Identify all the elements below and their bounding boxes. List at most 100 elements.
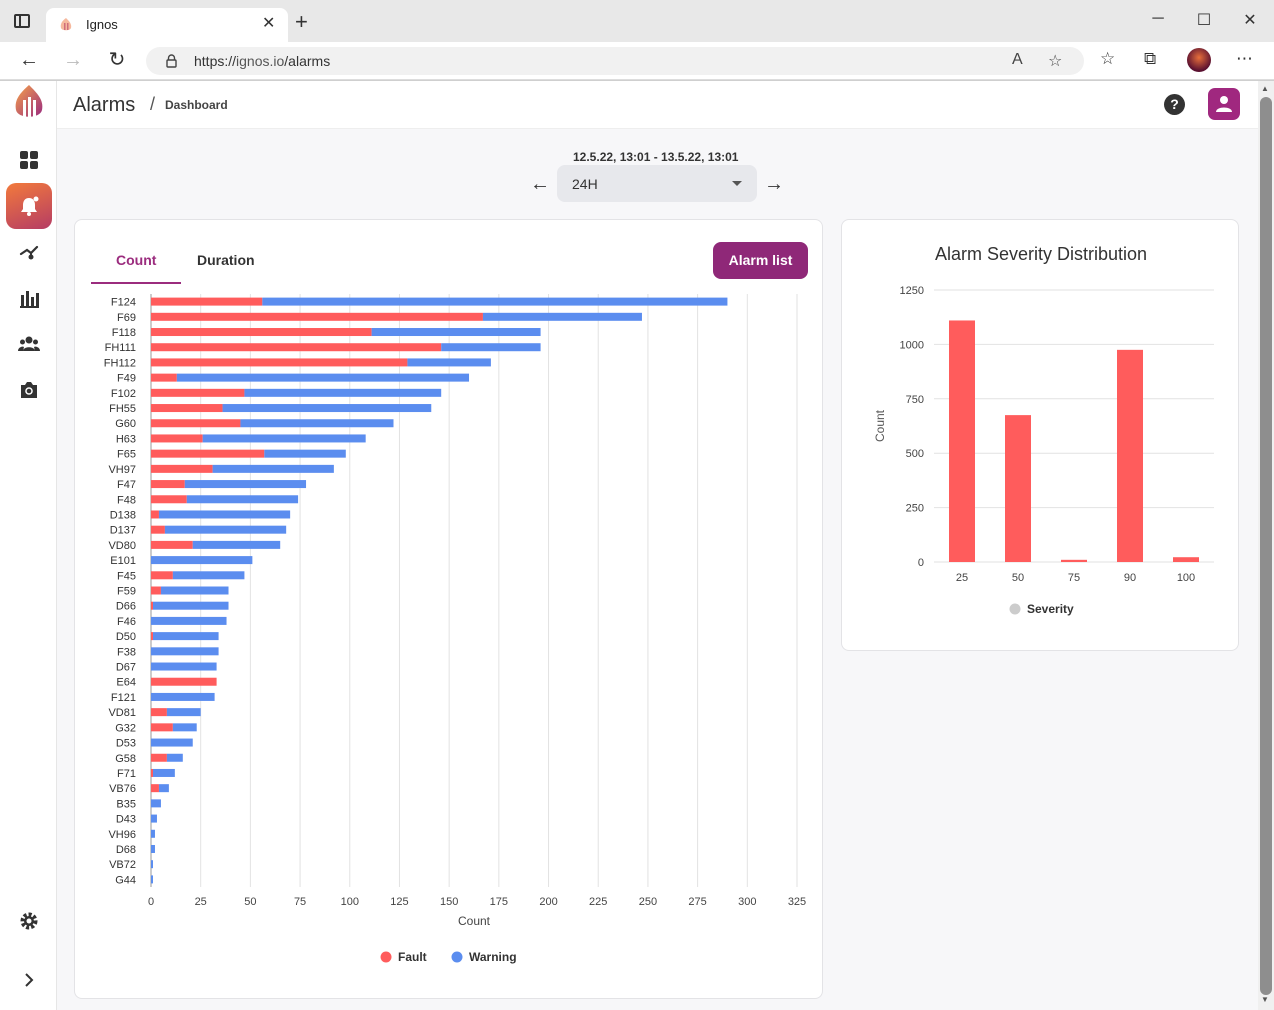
sidebar-item-settings[interactable] [6,898,52,944]
back-button[interactable]: ← [19,49,39,71]
bar-warning [158,510,291,519]
category-label: G44 [115,874,136,886]
scroll-thumb[interactable] [1260,97,1272,995]
user-menu-button[interactable] [1208,88,1240,120]
close-window-button[interactable]: ✕ [1243,12,1257,29]
bar-fault [151,434,203,443]
collections-icon[interactable]: ⧉ [1144,49,1157,68]
bar-fault [151,404,223,413]
bar-fault [151,571,173,580]
bar-warning [186,495,299,504]
plug-icon [19,245,39,260]
bar-fault [151,328,372,337]
bar-warning [172,723,197,732]
sidebar-expand-button[interactable] [6,957,52,1003]
maximize-button[interactable]: ☐ [1196,12,1212,29]
bar-warning [151,556,253,565]
category-label: F69 [117,312,136,324]
browser-tab[interactable]: Ignos ✕ [46,8,288,42]
url-scheme: https:// [194,53,237,69]
tab-close-icon[interactable]: ✕ [262,15,276,32]
bar-warning [152,601,229,610]
category-label: F65 [117,449,136,461]
category-label: D53 [116,738,136,750]
alarm-count-chart: 0 25 50 75 100 125 150 175 200 225 250 275 300 325 Cou… [104,294,806,964]
more-icon[interactable]: ⋯ [1236,49,1253,68]
gear-icon [20,912,38,930]
period-select[interactable]: 24H [557,165,757,202]
category-label: F45 [117,570,136,582]
bar-fault [151,632,153,641]
browser-profile-avatar[interactable] [1187,48,1211,72]
severity-bar [1173,557,1199,562]
scroll-down-icon[interactable]: ▼ [1261,995,1269,1004]
category-label: G60 [115,418,136,430]
bar-warning [244,388,442,397]
bell-icon [21,196,39,216]
ignos-favicon-icon [60,18,72,31]
sidebar-item-alarms[interactable] [6,183,52,229]
category-label: F49 [117,373,136,385]
read-aloud-icon[interactable]: A [1012,51,1023,68]
bar-chart-icon [20,291,39,308]
tab-duration[interactable]: Duration [197,252,255,268]
minimize-button[interactable]: ─ [1152,10,1164,27]
address-bar[interactable]: https://ignos.io/alarms A ☆ [146,47,1084,75]
sidebar-item-integrations[interactable] [6,229,52,275]
bar-warning [151,738,193,747]
severity-bar [1005,415,1031,562]
bar-warning [176,373,470,382]
add-favorite-icon[interactable]: ☆ [1048,53,1063,70]
x-tick-label: 90 [1124,572,1136,584]
bar-warning [151,860,153,869]
x-tick-label: 200 [539,896,557,908]
alarm-list-button[interactable]: Alarm list [713,242,808,279]
bar-warning [151,662,217,671]
sidebar-item-camera[interactable] [6,367,52,413]
sidebar-item-analytics[interactable] [6,275,52,321]
forward-button[interactable]: → [63,49,83,71]
url-text[interactable]: https://ignos.io/alarms [194,53,330,69]
bar-warning [371,328,541,337]
category-label: D68 [116,844,136,856]
category-label: D66 [116,601,136,613]
y-axis-label: Count [873,409,887,442]
bar-warning [482,312,642,321]
previous-period-button[interactable]: ← [530,173,550,195]
sidebar-item-dashboard[interactable] [6,137,52,183]
bar-fault [151,784,159,793]
x-tick-label: 100 [341,896,359,908]
bar-warning [407,358,491,367]
url-path: /alarms [284,53,331,69]
tab-actions-icon[interactable] [14,14,30,28]
category-label: E101 [110,555,136,567]
bar-fault [151,419,241,428]
bar-fault [151,586,161,595]
scroll-up-icon[interactable]: ▲ [1261,84,1269,93]
severity-bar [1061,559,1087,562]
chevron-right-icon [25,973,34,987]
next-period-button[interactable]: → [764,173,784,195]
bar-fault [151,297,263,306]
reload-button[interactable]: ↻ [108,49,126,71]
category-label: D138 [110,509,136,521]
lock-icon[interactable] [166,54,177,68]
new-tab-button[interactable]: + [295,9,308,34]
bar-warning [160,586,229,595]
bar-fault [151,388,245,397]
page-scrollbar[interactable]: ▲ ▼ [1258,81,1274,1010]
legend-label: Fault [398,950,427,964]
bar-fault [151,358,408,367]
sidebar-item-users[interactable] [6,321,52,367]
x-tick-label: 100 [1177,572,1195,584]
category-label: FH55 [109,403,136,415]
breadcrumb[interactable]: Dashboard [165,98,228,112]
tab-count[interactable]: Count [116,252,157,268]
bar-warning [172,571,245,580]
category-label: VB76 [109,783,136,795]
ignos-logo-icon[interactable] [10,83,48,123]
favorites-icon[interactable]: ☆ [1100,49,1116,68]
help-button[interactable]: ? [1164,94,1185,115]
x-tick-label: 75 [1068,572,1080,584]
bar-fault [151,510,159,519]
